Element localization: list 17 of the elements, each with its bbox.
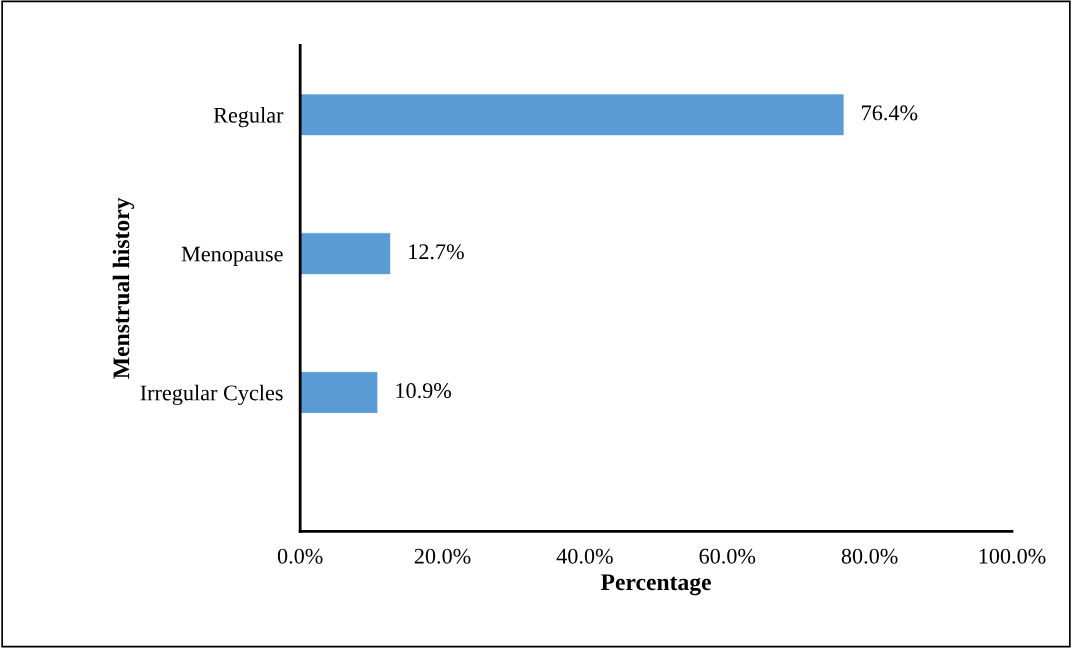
- x-axis-title: Percentage: [600, 574, 711, 596]
- x-tick-label: 40.0%: [556, 548, 613, 564]
- x-tick-label: 100.0%: [979, 548, 1046, 564]
- data-label: 76.4%: [862, 105, 918, 121]
- bar: [300, 371, 379, 414]
- y-tick-label: Irregular Cycles: [140, 384, 283, 406]
- x-tick-label: 20.0%: [414, 548, 471, 564]
- bar: [300, 93, 845, 136]
- y-axis-title: Menstrual history: [112, 197, 135, 379]
- x-tick-label: 60.0%: [699, 548, 756, 564]
- y-tick-label: Menopause: [181, 246, 283, 267]
- data-label: 10.9%: [396, 383, 452, 399]
- y-tick-label: Regular: [213, 107, 284, 128]
- x-tick-label: 80.0%: [841, 548, 898, 564]
- bar: [300, 232, 391, 275]
- x-tick-label: 0.0%: [277, 548, 323, 564]
- data-label: 12.7%: [409, 244, 464, 260]
